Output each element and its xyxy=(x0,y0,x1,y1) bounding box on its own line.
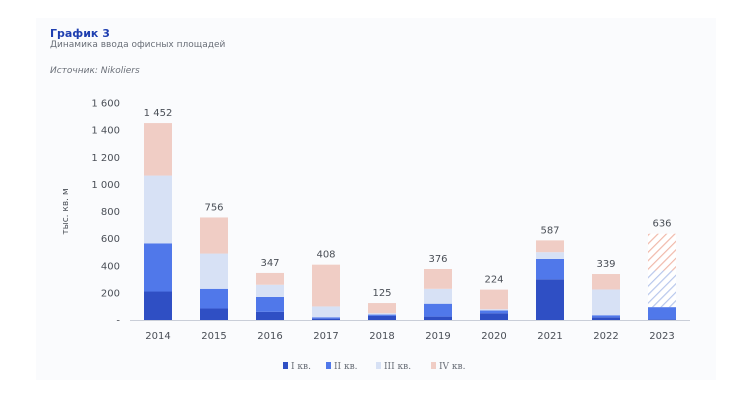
x-tick-label: 2022 xyxy=(593,331,618,342)
bar-segment xyxy=(368,315,396,320)
bar-segment xyxy=(368,314,396,316)
bar-segment xyxy=(312,318,340,320)
total-data-label: 756 xyxy=(204,202,223,213)
bar-segment xyxy=(648,270,676,308)
bar-segment xyxy=(368,313,396,315)
bar-segment xyxy=(536,252,564,259)
bar-segment xyxy=(256,296,284,312)
y-tick-label: 400 xyxy=(101,261,120,272)
bar-segment xyxy=(592,317,620,320)
total-data-label: 224 xyxy=(484,275,503,286)
bar-segment xyxy=(312,264,340,307)
legend-swatch xyxy=(376,362,381,369)
x-tick-label: 2021 xyxy=(537,331,562,342)
chart-title: График 3 xyxy=(50,27,110,40)
x-tick-label: 2015 xyxy=(201,331,226,342)
bar-segment xyxy=(424,303,452,317)
y-tick-label: 1 600 xyxy=(91,99,120,110)
x-tick-label: 2014 xyxy=(145,331,170,342)
bar-segment xyxy=(200,217,228,254)
legend-label: I кв. xyxy=(291,362,311,372)
chart-subtitle: Динамика ввода офисных площадей xyxy=(50,40,226,50)
legend-swatch xyxy=(326,362,331,369)
bar-segment xyxy=(648,233,676,271)
total-data-label: 587 xyxy=(540,225,559,236)
legend-swatch xyxy=(431,362,436,369)
bar-segment xyxy=(536,240,564,253)
y-axis-label: тыс. кв. м xyxy=(61,188,71,234)
bar-segment xyxy=(480,289,508,310)
bar-segment xyxy=(424,269,452,289)
y-tick-label: 1 200 xyxy=(91,153,120,164)
bar-segment xyxy=(536,258,564,280)
bar-segment xyxy=(424,316,452,320)
x-tick-label: 2020 xyxy=(481,331,506,342)
bar-segment xyxy=(144,175,172,244)
bar-segment xyxy=(592,274,620,290)
total-data-label: 1 452 xyxy=(144,108,173,119)
bar-segment xyxy=(144,291,172,320)
bar-segment xyxy=(256,272,284,285)
bar-segment xyxy=(424,288,452,304)
total-data-label: 636 xyxy=(652,219,671,230)
bar-segment xyxy=(200,288,228,309)
legend-label: IV кв. xyxy=(439,362,466,372)
total-data-label: 408 xyxy=(316,250,335,261)
y-tick-label: 1 400 xyxy=(91,126,120,137)
legend-label: II кв. xyxy=(334,362,358,372)
bar-segment xyxy=(592,289,620,316)
x-tick-label: 2019 xyxy=(425,331,450,342)
legend-label: III кв. xyxy=(384,362,411,372)
y-tick-label: - xyxy=(116,316,120,327)
y-tick-label: 1 000 xyxy=(91,180,120,191)
bar-segment xyxy=(368,303,396,314)
bar-segment xyxy=(480,313,508,320)
bar-segment xyxy=(200,253,228,289)
bar-segment xyxy=(480,310,508,314)
bar-segment xyxy=(144,243,172,292)
bar-segment xyxy=(536,279,564,320)
x-tick-label: 2023 xyxy=(649,331,674,342)
total-data-label: 376 xyxy=(428,254,447,265)
x-tick-label: 2016 xyxy=(257,331,282,342)
total-data-label: 347 xyxy=(260,258,279,269)
x-tick-label: 2017 xyxy=(313,331,338,342)
bar-segment xyxy=(312,317,340,319)
y-tick-label: 200 xyxy=(101,288,120,299)
bar-segment xyxy=(648,319,676,320)
total-data-label: 339 xyxy=(596,259,615,270)
bar-segment xyxy=(256,284,284,297)
bar-segment xyxy=(200,308,228,320)
bar-segment xyxy=(312,306,340,318)
bar-segment xyxy=(480,309,508,311)
x-tick-label: 2018 xyxy=(369,331,394,342)
chart-source: Источник: Nikoliers xyxy=(50,66,140,76)
bar-segment xyxy=(256,311,284,320)
bar-segment xyxy=(648,307,676,320)
legend-swatch xyxy=(283,362,288,369)
y-tick-label: 600 xyxy=(101,234,120,245)
bar-segment xyxy=(144,123,172,176)
bar-segment xyxy=(592,315,620,318)
legend: I кв. II кв. III кв. IV кв. xyxy=(283,362,466,372)
y-tick-label: 800 xyxy=(101,207,120,218)
total-data-label: 125 xyxy=(372,288,391,299)
